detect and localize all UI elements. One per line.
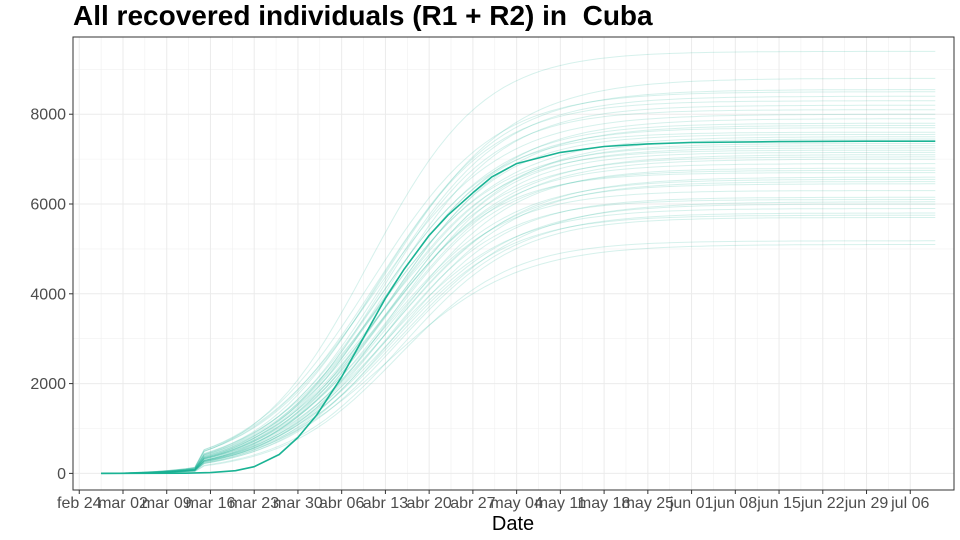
x-tick-label: jun 15 [756, 495, 801, 512]
ensemble-line [101, 156, 936, 474]
grid-minor [73, 37, 954, 490]
ensemble-line [101, 176, 936, 474]
ensemble-line [101, 145, 936, 474]
ensemble-line [101, 172, 936, 474]
ensemble-line [101, 122, 936, 474]
ensemble-line [101, 244, 936, 474]
x-tick-label: abr 06 [319, 495, 364, 512]
ensemble-line [101, 240, 936, 474]
ensemble-line [101, 133, 936, 474]
ensemble-line [101, 208, 936, 474]
x-tick-label: mar 23 [229, 495, 279, 512]
x-axis-title: Date [492, 513, 534, 535]
ensemble-line [101, 91, 936, 474]
x-tick-label: jul 06 [890, 495, 929, 512]
ensemble-line [101, 113, 936, 474]
y-tick-label: 2000 [30, 376, 66, 393]
x-tick-label: may 04 [490, 495, 543, 512]
ensemble-line [101, 104, 936, 474]
ensemble-line [101, 136, 936, 474]
ensemble-line [101, 169, 936, 474]
median-line [101, 140, 936, 475]
ensemble-line [101, 142, 936, 474]
ensemble-line [101, 95, 936, 474]
ensemble-line [101, 196, 936, 474]
ensemble-line [101, 100, 936, 474]
ensemble-lines [101, 50, 936, 474]
x-tick-label: may 18 [578, 495, 631, 512]
plot-background [73, 37, 954, 490]
x-tick-label: mar 09 [142, 495, 192, 512]
ensemble-line [101, 190, 936, 474]
ensemble-line [101, 217, 936, 474]
ensemble-line [101, 149, 936, 474]
ensemble-line [101, 109, 936, 474]
ensemble-line [101, 50, 936, 474]
x-tick-label: jun 01 [669, 495, 714, 512]
y-tick-label: 0 [57, 466, 66, 483]
y-tick-label: 6000 [30, 197, 66, 214]
x-tick-label: abr 20 [406, 495, 451, 512]
ensemble-line [101, 158, 936, 474]
ensemble-line [101, 154, 936, 474]
x-tick-label: abr 13 [363, 495, 408, 512]
y-axis: 0 2000 4000 6000 8000 [30, 107, 73, 483]
ensemble-line [101, 77, 936, 474]
main-series [101, 140, 936, 475]
ensemble-line [101, 163, 936, 474]
x-tick-label: may 11 [535, 495, 586, 512]
x-tick-label: jun 08 [713, 495, 758, 512]
x-tick-label: may 25 [622, 495, 675, 512]
ensemble-line [101, 127, 936, 474]
x-tick-label: abr 27 [450, 495, 495, 512]
ensemble-line [101, 183, 936, 474]
ensemble-line [101, 147, 936, 474]
ensemble-line [101, 212, 936, 474]
ensemble-line [101, 89, 936, 474]
ensemble-line [101, 118, 936, 474]
ensemble-line [101, 138, 936, 474]
chart-title: All recovered individuals (R1 + R2) in C… [73, 0, 653, 31]
ensemble-line [101, 199, 936, 474]
plot-border [72, 36, 955, 491]
x-tick-label: mar 02 [98, 495, 148, 512]
x-tick-label: mar 30 [273, 495, 323, 512]
ensemble-line [101, 181, 936, 474]
ensemble-line [101, 201, 936, 474]
ensemble-line [101, 131, 936, 474]
ensemble-line [101, 151, 936, 474]
ensemble-line [101, 125, 936, 474]
x-tick-label: mar 16 [186, 495, 236, 512]
y-tick-label: 4000 [30, 286, 66, 303]
x-tick-label: jun 29 [844, 495, 889, 512]
x-tick-label: jun 22 [800, 495, 845, 512]
grid-major [73, 37, 954, 490]
y-tick-label: 8000 [30, 107, 66, 124]
ensemble-line [101, 214, 936, 474]
ensemble-line [101, 167, 936, 474]
ensemble-line [101, 203, 936, 474]
x-tick-label: feb 24 [57, 495, 102, 512]
ensemble-line [101, 178, 936, 474]
